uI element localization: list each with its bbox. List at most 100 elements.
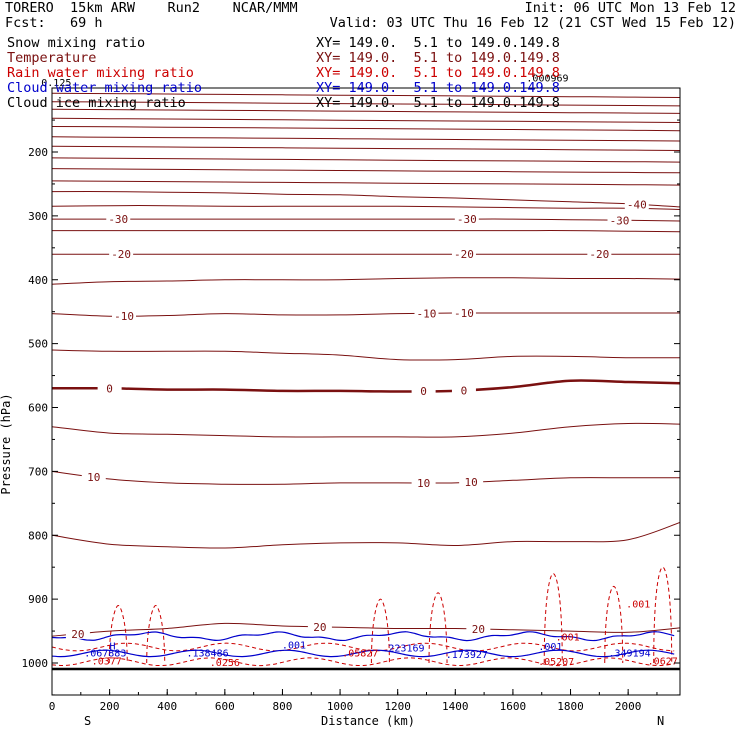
isotherm--30 — [52, 218, 680, 222]
rain-contour — [146, 605, 166, 664]
y-tick-label: 600 — [28, 402, 48, 415]
isotherm-10 — [52, 470, 680, 485]
extremum-label: .05207 — [538, 657, 574, 668]
extremum-label: .349194 — [609, 649, 651, 660]
isotherm-label: -30 — [610, 214, 630, 227]
x-tick-label: 600 — [215, 700, 235, 713]
rain-layer — [52, 566, 675, 667]
axes: 0 200 400 600 800 1000 1200 1400 1600 1800 2000200… — [22, 119, 680, 713]
isotherm-label: 10 — [417, 477, 430, 490]
extremum-label: H — [109, 642, 115, 653]
y-tick-label: 400 — [28, 274, 48, 287]
isotherm-upper — [52, 126, 680, 132]
extremum-label: 0.125 — [41, 78, 71, 89]
extremum-label: .001 — [538, 642, 562, 653]
isotherm-15 — [52, 522, 680, 549]
contour-label-bg — [411, 476, 436, 488]
isotherm-label: 20 — [472, 623, 485, 636]
y-tick-label: 900 — [28, 593, 48, 606]
contour-label-bg — [97, 382, 122, 394]
y-axis-label: Pressure (hPa) — [0, 393, 13, 494]
extremum-label: .173927 — [446, 650, 488, 661]
extremum-label: .000969 — [526, 74, 568, 85]
isotherm-upper — [52, 180, 680, 186]
isotherm-label: 0 — [461, 384, 468, 397]
isotherm-label: -30 — [108, 213, 128, 226]
y-tick-label: 700 — [28, 465, 48, 478]
legend-label-temperature: Temperature — [7, 50, 97, 66]
forecast-hour: Fcst: 69 h — [5, 15, 103, 31]
isotherm-label: -20 — [454, 248, 474, 261]
isotherm-5 — [52, 422, 680, 438]
rain-contour — [370, 598, 390, 664]
isotherm-label: -20 — [111, 248, 131, 261]
extremum-label: .001 — [626, 599, 650, 610]
extremum-label: .067883 — [84, 649, 126, 660]
legend-xy-cloud-ice: XY= 149.0. 5.1 to 149.0.149.8 — [316, 95, 560, 111]
rain-contour — [543, 573, 563, 664]
isotherm-label: -10 — [114, 310, 134, 323]
y-tick-label: 800 — [28, 529, 48, 542]
x-tick-label: 400 — [157, 700, 177, 713]
cloud-water-top — [52, 631, 675, 642]
isotherm-upper — [52, 145, 680, 151]
extrema-annotations: H.067883.0377 .138486.0256 .001 .05827 .2231… — [41, 74, 678, 669]
rain-contour — [428, 592, 448, 664]
extremum-label: .001 — [282, 640, 306, 651]
contour-label-bg — [414, 307, 439, 319]
isotherm--25 — [52, 230, 680, 233]
contour-label-bg — [587, 248, 612, 260]
isotherm--5 — [52, 349, 680, 361]
x-tick-label: 0 — [49, 700, 56, 713]
contour-label-bg — [65, 627, 90, 639]
x-tick-label: 1600 — [500, 700, 527, 713]
isotherm-label: -20 — [589, 248, 609, 261]
x-tick-label: 1200 — [384, 700, 411, 713]
isotherm--15 — [52, 277, 680, 285]
contour-label-bg — [106, 213, 131, 225]
extremum-label: .223169 — [382, 644, 424, 655]
contour-label-bg — [81, 470, 106, 482]
extremum-label: .001 — [556, 633, 580, 644]
extremum-label: .138486 — [186, 649, 228, 660]
contour-labels: -40 -30 -30 -30 -20 -20 -20 -10 -10 -10 0 0 0 10 10 10 2… — [65, 198, 649, 641]
contour-label-bg — [109, 248, 134, 260]
isotherm--10 — [52, 312, 680, 317]
extremum-label: .0377 — [92, 656, 122, 667]
isotherm-label: -40 — [627, 198, 647, 211]
isotherm-upper — [52, 108, 680, 114]
y-tick-label: 500 — [28, 338, 48, 351]
legend-xy-snow: XY= 149.0. 5.1 to 149.0.149.8 — [316, 35, 560, 51]
x-tick-label: 1000 — [327, 700, 354, 713]
legend-xy-rain: XY= 149.0. 5.1 to 149.0.149.8 — [316, 65, 560, 81]
init-time: Init: 06 UTC Mon 13 Feb 12 — [524, 0, 736, 16]
contour-label-bg — [624, 198, 649, 210]
extremum-label: .0256 — [210, 658, 240, 669]
isotherm--40 — [52, 191, 680, 208]
contour-label-bg — [307, 620, 332, 632]
isotherm-label: 0 — [420, 385, 427, 398]
x-tick-label: 1800 — [557, 700, 584, 713]
isotherm-layer — [52, 92, 680, 637]
contour-label-bg — [112, 309, 137, 321]
isotherm-label: 20 — [71, 628, 84, 641]
contour-label-bg — [607, 214, 632, 226]
legend-xy-temperature: XY= 149.0. 5.1 to 149.0.149.8 — [316, 50, 560, 66]
isotherm-upper — [52, 168, 680, 174]
valid-time: Valid: 03 UTC Thu 16 Feb 12 (21 CST Wed … — [329, 15, 736, 31]
isotherm-label: 20 — [313, 621, 326, 634]
contour-label-bg — [451, 384, 476, 396]
x-tick-label: 1400 — [442, 700, 469, 713]
x-tick-label: 800 — [273, 700, 293, 713]
rain-contour — [653, 566, 673, 664]
extremum-label: .0627 — [648, 656, 678, 667]
isotherm-upper — [52, 157, 680, 163]
y-tick-label: 300 — [28, 210, 48, 223]
plot-frame — [51, 87, 681, 696]
north-label: N — [657, 714, 664, 728]
contour-label-bg — [466, 623, 491, 635]
isotherm--35 — [52, 205, 680, 210]
legend-label-cloud-water: Cloud water mixing ratio — [7, 80, 203, 96]
isotherm-label: 10 — [87, 471, 100, 484]
